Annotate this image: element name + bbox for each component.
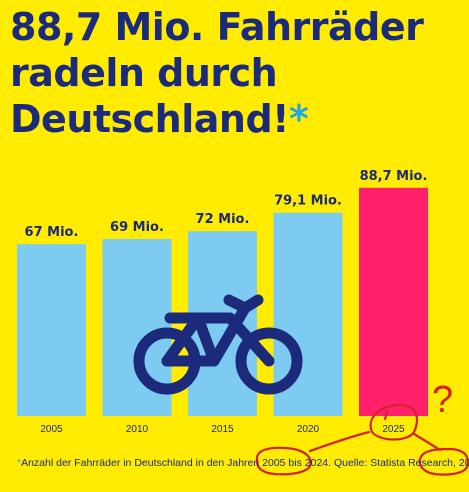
value-label-2015: 72 Mio. xyxy=(196,212,250,227)
bicycle-icon xyxy=(133,294,303,395)
value-label-2010: 69 Mio. xyxy=(110,220,164,235)
scribble-annotations xyxy=(255,403,469,476)
circle-around-2025 xyxy=(369,403,418,441)
tick-mark xyxy=(383,410,389,421)
headline-line-3: Deutschland!* xyxy=(10,96,465,142)
value-labels-group: 67 Mio. 69 Mio. 72 Mio. 79,1 Mio. 88,7 Mio. xyxy=(25,169,428,240)
headline-line-1: 88,7 Mio. Fahrräder xyxy=(10,5,424,49)
connector-right xyxy=(412,432,442,452)
connector-left xyxy=(308,430,371,453)
footnote-text: Anzahl der Fahrräder in Deutschland in d… xyxy=(21,457,469,469)
tick-label-2010: 2010 xyxy=(126,424,149,435)
bar-2025 xyxy=(359,187,428,416)
tick-label-2025: 2025 xyxy=(382,424,405,435)
circle-around-2005-2024 xyxy=(255,446,312,476)
question-mark: ? xyxy=(432,379,453,421)
headline: 88,7 Mio. Fahrräder radeln durch Deutsch… xyxy=(10,4,465,142)
tick-label-2015: 2015 xyxy=(211,424,234,435)
bar-2005 xyxy=(17,244,86,416)
tick-label-2005: 2005 xyxy=(40,424,63,435)
tick-label-2020: 2020 xyxy=(297,424,320,435)
circle-around-2024 xyxy=(418,447,469,476)
headline-line-3-text: Deutschland! xyxy=(10,97,289,141)
footnote: *Anzahl der Fahrräder in Deutschland in … xyxy=(17,457,469,469)
footnote-asterisk: * xyxy=(17,457,22,469)
value-label-2005: 67 Mio. xyxy=(25,225,79,240)
value-label-2020: 79,1 Mio. xyxy=(274,194,342,209)
headline-line-2: radeln durch xyxy=(10,51,278,95)
headline-asterisk: * xyxy=(288,97,309,141)
tick-labels-group: 2005 2010 2015 2020 2025 xyxy=(40,424,405,435)
value-label-2025: 88,7 Mio. xyxy=(360,169,428,184)
